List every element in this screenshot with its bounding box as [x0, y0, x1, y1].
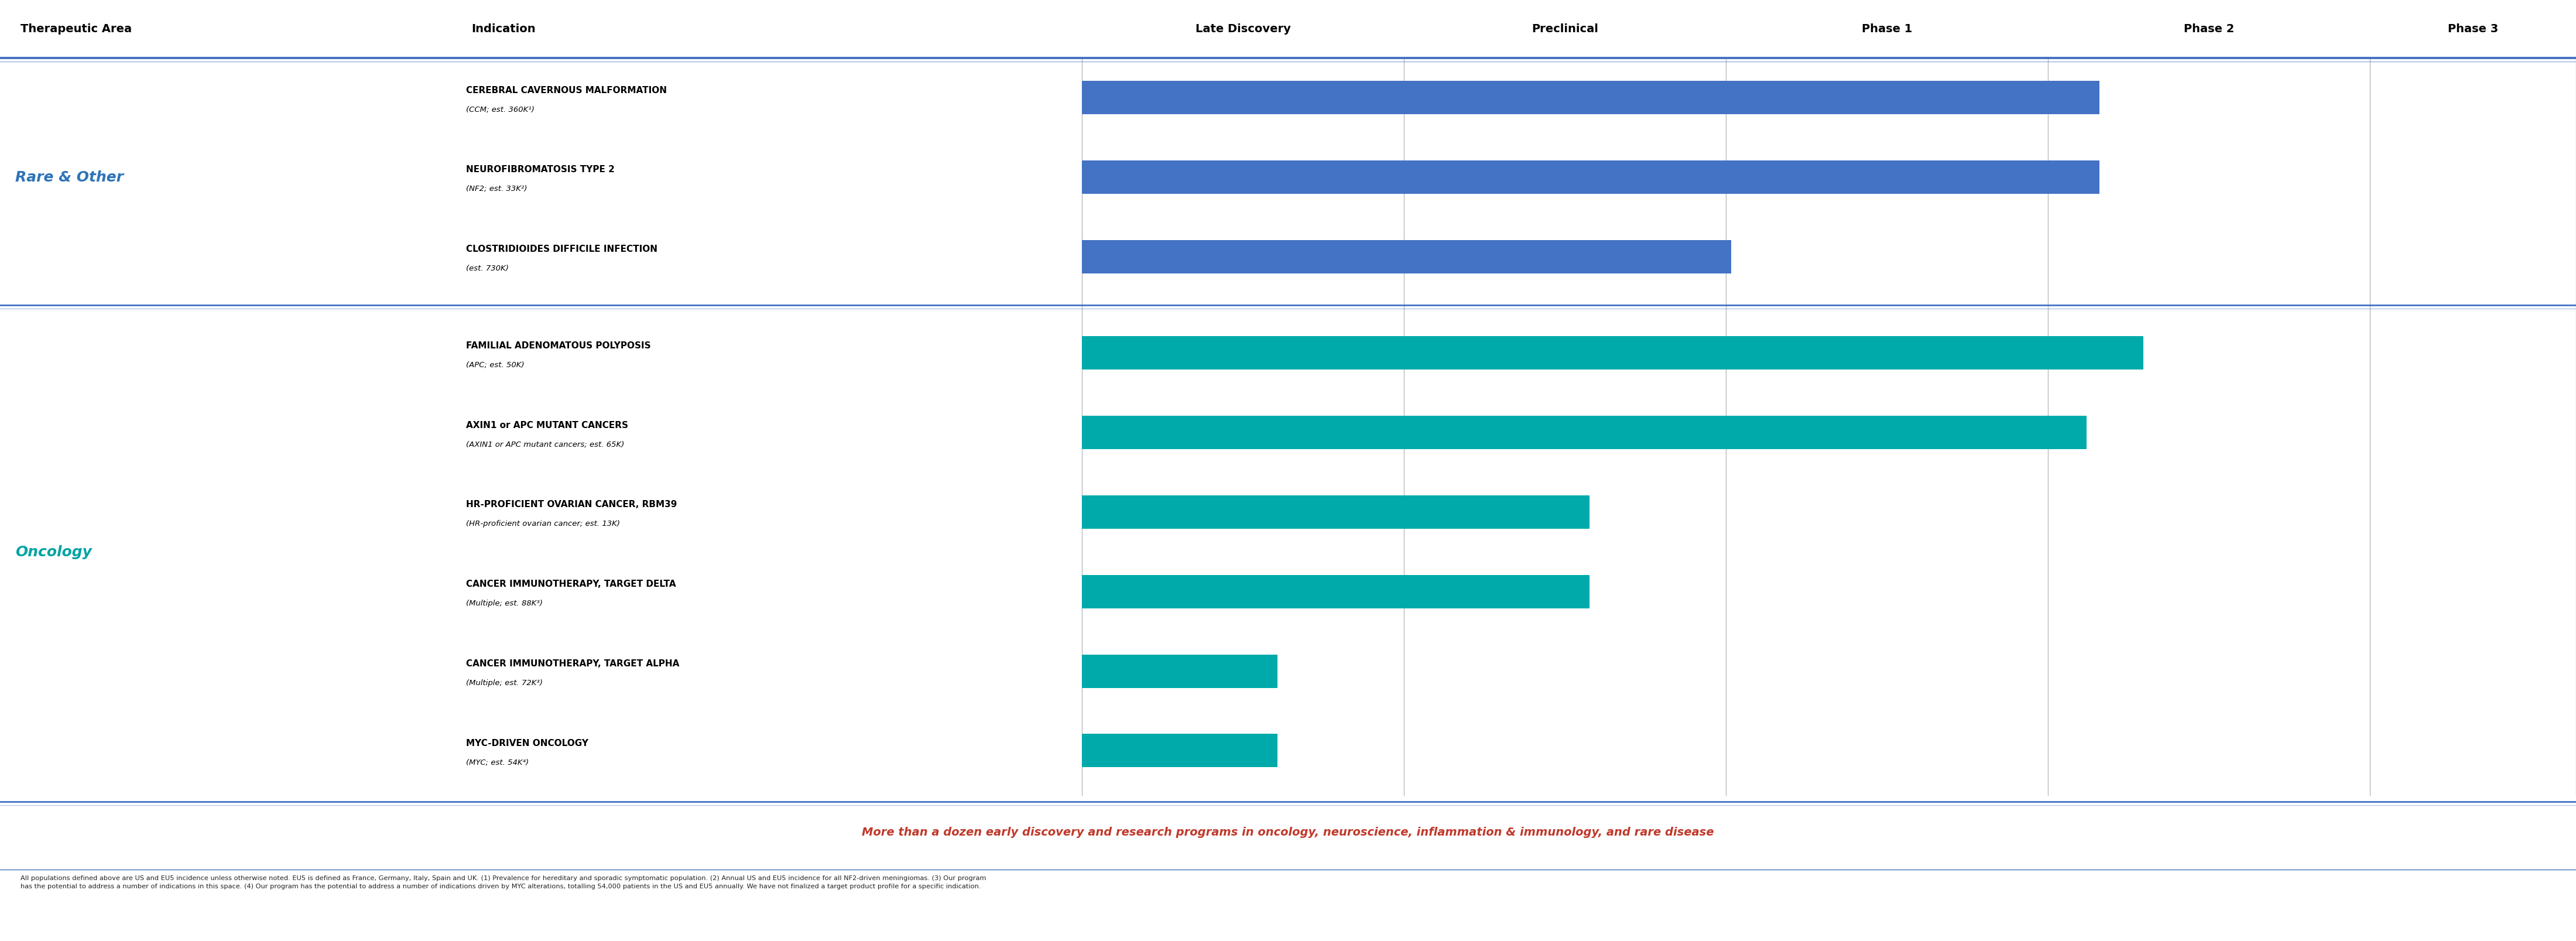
- Text: AXIN1 or APC MUTANT CANCERS: AXIN1 or APC MUTANT CANCERS: [466, 421, 629, 429]
- Text: (est. 730K): (est. 730K): [466, 264, 510, 272]
- Bar: [1082, 81, 2099, 115]
- Text: More than a dozen early discovery and research programs in oncology, neuroscienc: More than a dozen early discovery and re…: [863, 826, 1713, 837]
- Text: (HR-proficient ovarian cancer; est. 13K): (HR-proficient ovarian cancer; est. 13K): [466, 519, 621, 527]
- Text: FAMILIAL ADENOMATOUS POLYPOSIS: FAMILIAL ADENOMATOUS POLYPOSIS: [466, 341, 652, 350]
- Text: Phase 2: Phase 2: [2184, 24, 2233, 35]
- Text: Rare & Other: Rare & Other: [15, 170, 124, 184]
- Text: Phase 3: Phase 3: [2447, 24, 2499, 35]
- Bar: [1082, 734, 1278, 768]
- Text: (Multiple; est. 72K³): (Multiple; est. 72K³): [466, 678, 544, 686]
- Text: CANCER IMMUNOTHERAPY, TARGET ALPHA: CANCER IMMUNOTHERAPY, TARGET ALPHA: [466, 659, 680, 668]
- Text: CEREBRAL CAVERNOUS MALFORMATION: CEREBRAL CAVERNOUS MALFORMATION: [466, 86, 667, 94]
- Text: (Multiple; est. 88K³): (Multiple; est. 88K³): [466, 599, 544, 607]
- Text: (AXIN1 or APC mutant cancers; est. 65K): (AXIN1 or APC mutant cancers; est. 65K): [466, 440, 623, 448]
- Bar: [1082, 496, 1589, 529]
- Text: Preclinical: Preclinical: [1533, 24, 1597, 35]
- Text: Therapeutic Area: Therapeutic Area: [21, 24, 131, 35]
- Bar: [1082, 337, 2143, 370]
- Bar: [1082, 240, 1731, 274]
- Text: Oncology: Oncology: [15, 545, 93, 559]
- Text: NEUROFIBROMATOSIS TYPE 2: NEUROFIBROMATOSIS TYPE 2: [466, 166, 616, 174]
- Text: (APC; est. 50K): (APC; est. 50K): [466, 360, 526, 368]
- Text: CLOSTRIDIOIDES DIFFICILE INFECTION: CLOSTRIDIOIDES DIFFICILE INFECTION: [466, 245, 657, 253]
- Text: (NF2; est. 33K²): (NF2; est. 33K²): [466, 184, 528, 193]
- Bar: [1082, 416, 2087, 450]
- Text: HR-PROFICIENT OVARIAN CANCER, RBM39: HR-PROFICIENT OVARIAN CANCER, RBM39: [466, 500, 677, 509]
- Text: Phase 1: Phase 1: [1862, 24, 1911, 35]
- Text: Late Discovery: Late Discovery: [1195, 24, 1291, 35]
- Bar: [1082, 161, 2099, 194]
- Bar: [1082, 575, 1589, 609]
- Text: (MYC; est. 54K⁴): (MYC; est. 54K⁴): [466, 758, 528, 766]
- Text: CANCER IMMUNOTHERAPY, TARGET DELTA: CANCER IMMUNOTHERAPY, TARGET DELTA: [466, 580, 677, 588]
- Text: MYC-DRIVEN ONCOLOGY: MYC-DRIVEN ONCOLOGY: [466, 739, 587, 747]
- Text: All populations defined above are US and EU5 incidence unless otherwise noted. E: All populations defined above are US and…: [21, 875, 987, 888]
- Bar: [1082, 655, 1278, 688]
- Text: (CCM; est. 360K¹): (CCM; est. 360K¹): [466, 105, 536, 113]
- Text: Indication: Indication: [471, 24, 536, 35]
